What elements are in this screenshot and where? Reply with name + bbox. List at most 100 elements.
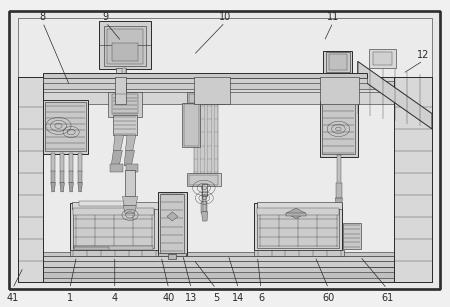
Bar bbox=[394, 77, 432, 282]
Text: 4: 4 bbox=[112, 293, 118, 303]
Bar bbox=[60, 153, 64, 172]
Bar bbox=[158, 192, 187, 255]
Bar bbox=[201, 202, 207, 213]
Text: 13: 13 bbox=[185, 293, 198, 303]
Bar bbox=[43, 100, 88, 154]
Polygon shape bbox=[286, 213, 306, 216]
Text: 9: 9 bbox=[103, 12, 109, 22]
Bar bbox=[326, 52, 350, 72]
Polygon shape bbox=[123, 206, 136, 213]
Bar bbox=[158, 253, 186, 256]
Bar bbox=[69, 171, 73, 183]
Bar bbox=[18, 252, 432, 256]
Bar bbox=[202, 184, 207, 196]
Polygon shape bbox=[122, 196, 138, 206]
Bar bbox=[45, 102, 86, 151]
Bar bbox=[74, 247, 109, 250]
Text: 1: 1 bbox=[67, 293, 73, 303]
Bar bbox=[254, 203, 342, 250]
Bar bbox=[202, 196, 206, 212]
Bar bbox=[343, 223, 361, 249]
Bar bbox=[189, 94, 223, 103]
Bar bbox=[257, 204, 339, 248]
Bar bbox=[79, 201, 124, 206]
Bar bbox=[187, 92, 225, 104]
Bar bbox=[18, 92, 432, 104]
Bar bbox=[18, 267, 432, 282]
Bar bbox=[43, 73, 367, 78]
Bar bbox=[125, 170, 135, 196]
Text: 60: 60 bbox=[322, 293, 335, 303]
Bar bbox=[74, 246, 153, 250]
Bar bbox=[369, 49, 396, 68]
Bar bbox=[112, 94, 138, 114]
Bar bbox=[126, 164, 138, 172]
Bar bbox=[70, 203, 158, 250]
Bar bbox=[182, 103, 200, 147]
Bar bbox=[107, 29, 143, 64]
Polygon shape bbox=[202, 212, 208, 221]
Bar bbox=[78, 171, 82, 183]
Bar bbox=[108, 92, 142, 117]
Bar bbox=[337, 155, 341, 184]
Bar bbox=[18, 81, 432, 89]
Bar bbox=[18, 272, 432, 278]
Bar bbox=[320, 101, 358, 157]
Bar bbox=[214, 103, 218, 175]
Bar bbox=[18, 261, 432, 267]
Bar bbox=[194, 103, 198, 175]
Bar bbox=[18, 18, 432, 282]
Bar bbox=[200, 103, 205, 175]
Bar bbox=[187, 173, 220, 186]
Polygon shape bbox=[69, 183, 73, 192]
Polygon shape bbox=[286, 208, 306, 219]
Bar bbox=[257, 208, 339, 215]
Polygon shape bbox=[124, 150, 135, 166]
Bar bbox=[70, 250, 160, 256]
Polygon shape bbox=[167, 212, 178, 221]
Text: 14: 14 bbox=[232, 293, 245, 303]
Text: 8: 8 bbox=[40, 12, 46, 22]
Polygon shape bbox=[358, 61, 432, 129]
Bar bbox=[43, 78, 367, 83]
Bar bbox=[104, 26, 146, 66]
Bar bbox=[254, 250, 344, 256]
Bar bbox=[73, 208, 154, 215]
Bar bbox=[116, 68, 126, 94]
Bar bbox=[323, 51, 352, 74]
Bar bbox=[73, 204, 154, 248]
Bar bbox=[168, 254, 176, 259]
Bar bbox=[184, 104, 199, 146]
Bar bbox=[256, 202, 342, 209]
Bar bbox=[18, 256, 432, 261]
Bar bbox=[336, 183, 342, 198]
Bar bbox=[194, 77, 230, 104]
Bar bbox=[202, 187, 206, 203]
Bar bbox=[18, 77, 432, 94]
Polygon shape bbox=[111, 150, 122, 166]
Bar bbox=[51, 171, 55, 183]
Text: 6: 6 bbox=[258, 293, 264, 303]
Text: 11: 11 bbox=[327, 12, 339, 22]
Bar bbox=[112, 43, 138, 61]
Bar bbox=[122, 68, 126, 94]
Polygon shape bbox=[113, 135, 124, 150]
Text: 61: 61 bbox=[381, 293, 393, 303]
Bar bbox=[69, 153, 73, 172]
Text: 40: 40 bbox=[162, 293, 175, 303]
Polygon shape bbox=[126, 135, 136, 150]
Bar bbox=[328, 54, 347, 70]
Bar bbox=[115, 77, 126, 104]
Bar bbox=[337, 209, 342, 216]
Bar bbox=[60, 171, 64, 183]
Bar bbox=[110, 164, 123, 172]
Bar bbox=[51, 153, 55, 172]
Bar bbox=[72, 202, 158, 209]
Text: 41: 41 bbox=[6, 293, 19, 303]
Bar bbox=[373, 52, 392, 65]
Text: 12: 12 bbox=[417, 50, 429, 60]
Text: 5: 5 bbox=[213, 293, 219, 303]
Polygon shape bbox=[60, 183, 64, 192]
Bar bbox=[99, 21, 151, 69]
Polygon shape bbox=[335, 198, 342, 210]
